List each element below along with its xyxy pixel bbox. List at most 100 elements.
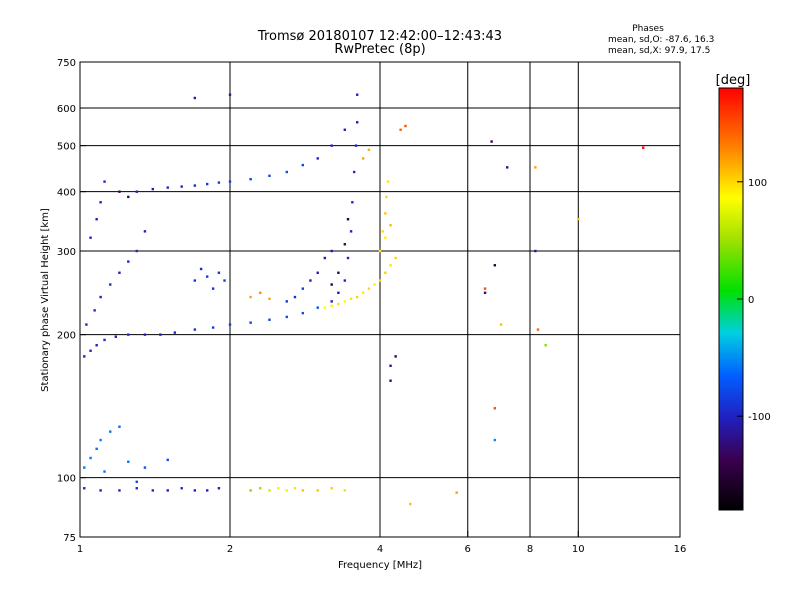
- data-point: [337, 291, 340, 295]
- data-point: [343, 128, 347, 131]
- data-point: [89, 456, 92, 460]
- data-point: [217, 181, 221, 184]
- y-tick-label: 100: [57, 474, 76, 485]
- data-point: [135, 480, 138, 484]
- data-point: [151, 489, 155, 492]
- data-point: [127, 333, 130, 336]
- data-point: [544, 344, 547, 347]
- colorbar-ticks: 100 0 -100: [737, 178, 771, 423]
- data-point: [293, 487, 297, 490]
- data-point: [642, 146, 645, 149]
- data-point: [118, 271, 121, 274]
- data-point: [301, 163, 305, 167]
- x-tick-label: 10: [572, 544, 585, 555]
- data-point: [534, 249, 537, 253]
- grid-lines: [80, 62, 680, 537]
- data-point: [343, 300, 347, 303]
- x-tick-label: 2: [227, 544, 233, 555]
- data-point: [118, 489, 121, 492]
- data-point: [499, 323, 503, 326]
- data-point: [493, 438, 497, 442]
- data-point: [211, 326, 215, 329]
- data-point: [228, 180, 232, 183]
- data-point: [127, 260, 130, 263]
- data-point: [166, 458, 169, 462]
- y-tick-label: 300: [57, 247, 76, 258]
- stats-line-o: mean, sd,O: -87.6, 16.3: [608, 35, 714, 45]
- colorbar-tick-label: 0: [748, 295, 754, 306]
- data-point: [95, 344, 98, 347]
- y-tick-label: 750: [57, 58, 76, 69]
- y-tick-label: 200: [57, 331, 76, 342]
- data-point: [166, 186, 169, 189]
- data-point: [505, 166, 509, 169]
- data-point: [349, 297, 353, 300]
- data-point: [268, 489, 271, 492]
- data-point: [394, 355, 397, 358]
- data-point: [330, 249, 333, 253]
- data-point: [343, 243, 347, 246]
- data-point: [166, 489, 169, 492]
- data-point: [114, 335, 118, 338]
- data-point: [337, 271, 340, 274]
- data-point: [83, 466, 86, 469]
- data-point: [367, 148, 371, 152]
- data-point: [346, 218, 350, 221]
- data-point: [361, 157, 365, 160]
- stats-title: Phases: [632, 24, 664, 34]
- data-point: [205, 489, 209, 492]
- data-point: [349, 230, 353, 233]
- data-point: [95, 218, 98, 221]
- x-axis-ticks: 1 2 4 6 8 10 16: [77, 531, 686, 555]
- data-point: [386, 180, 390, 183]
- data-point: [490, 140, 493, 143]
- data-point: [483, 291, 487, 295]
- data-point: [384, 212, 387, 215]
- data-point: [103, 470, 106, 473]
- data-point: [301, 287, 305, 290]
- data-point: [330, 304, 333, 308]
- data-point: [316, 306, 319, 309]
- data-point: [330, 487, 333, 490]
- data-point: [93, 309, 96, 312]
- colorbar-tick-label: 100: [748, 178, 767, 189]
- data-points: [83, 93, 645, 506]
- data-point: [330, 283, 333, 286]
- data-point: [228, 93, 232, 96]
- data-point: [85, 323, 88, 326]
- data-point: [99, 438, 102, 442]
- data-point: [268, 297, 271, 300]
- data-point: [343, 279, 347, 282]
- data-point: [367, 287, 371, 290]
- data-point: [277, 487, 280, 490]
- data-point: [268, 174, 271, 177]
- data-point: [127, 195, 130, 199]
- data-point: [211, 287, 215, 290]
- data-point: [89, 236, 92, 239]
- data-point: [99, 489, 102, 492]
- data-point: [268, 318, 271, 321]
- data-point: [361, 291, 365, 295]
- chart-title: Tromsø 20180107 12:42:00–12:43:43: [257, 29, 502, 44]
- x-tick-label: 8: [527, 544, 533, 555]
- data-point: [285, 489, 288, 492]
- data-point: [249, 489, 252, 492]
- data-point: [346, 256, 350, 260]
- stats-line-x: mean, sd,X: 97.9, 17.5: [608, 46, 710, 56]
- data-point: [193, 489, 197, 492]
- data-point: [151, 187, 155, 191]
- data-point: [483, 287, 487, 290]
- data-point: [316, 489, 319, 492]
- x-tick-label: 4: [377, 544, 383, 555]
- y-axis-label: Stationary phase Virtual Height [km]: [40, 208, 51, 392]
- y-axis-ticks: 75 100 200 300 400 500 600 750: [57, 58, 86, 544]
- x-tick-label: 6: [465, 544, 471, 555]
- data-point: [143, 230, 147, 233]
- data-point: [355, 295, 359, 299]
- data-point: [373, 283, 376, 286]
- data-point: [493, 407, 497, 410]
- data-point: [384, 236, 387, 239]
- data-point: [351, 201, 354, 204]
- data-point: [285, 300, 288, 303]
- data-point: [285, 315, 288, 319]
